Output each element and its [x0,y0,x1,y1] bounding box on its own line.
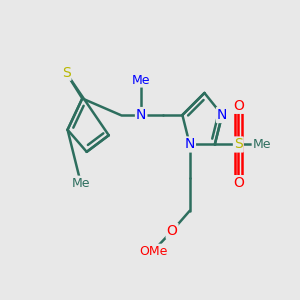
Text: OMe: OMe [139,245,167,258]
Text: O: O [233,176,244,190]
Text: O: O [233,99,244,113]
Text: Me: Me [72,177,90,190]
Text: S: S [234,137,243,152]
Text: N: N [184,137,195,152]
Text: Me: Me [253,138,271,151]
Text: N: N [217,108,227,122]
Text: N: N [136,108,146,122]
Text: Me: Me [132,74,150,87]
Text: O: O [167,224,178,238]
Text: S: S [62,66,70,80]
